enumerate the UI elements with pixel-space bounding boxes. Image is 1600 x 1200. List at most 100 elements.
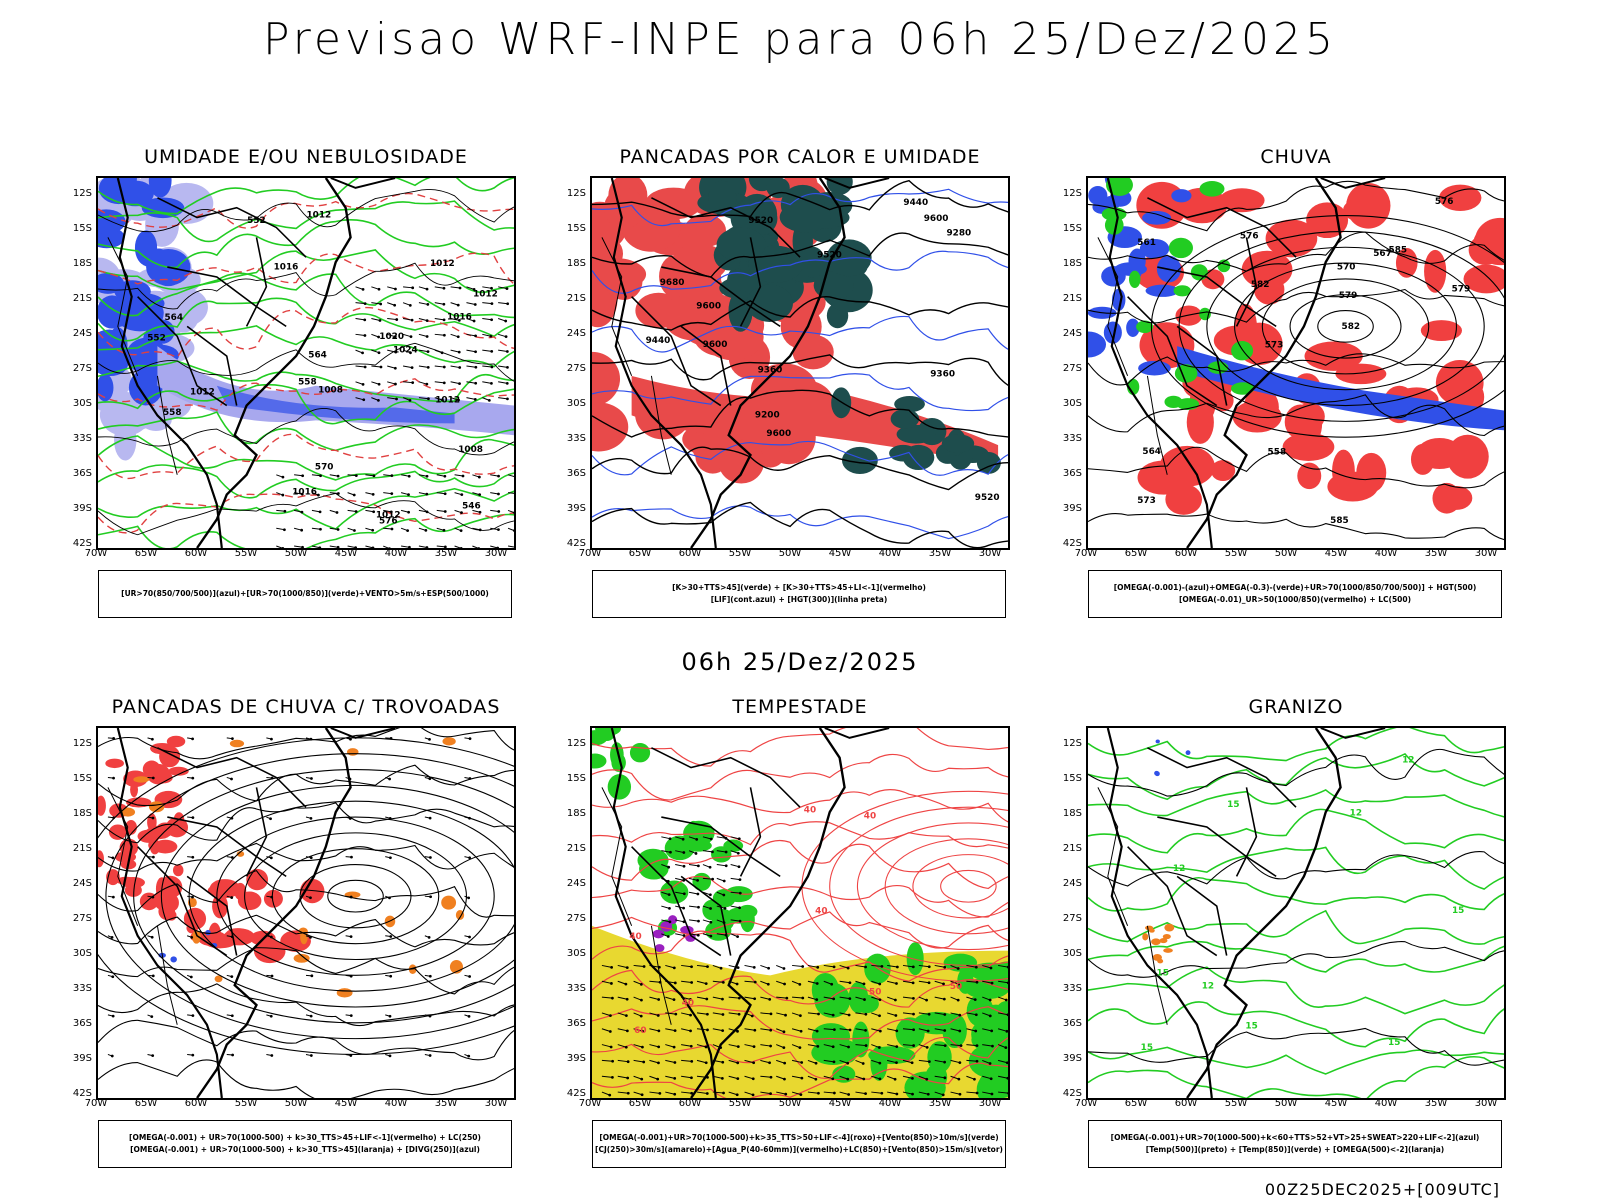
temp500-black <box>1088 748 1504 1066</box>
humidity-band-core <box>216 385 455 424</box>
latitude-tick: 39S <box>72 503 92 514</box>
latitude-tick: 36S <box>1062 1018 1082 1029</box>
contour-label: 9600 <box>703 340 728 350</box>
forecast-map: 40 40 50 60 40 40 50 40 <box>590 726 1010 1100</box>
longitude-tick: 30W <box>1474 548 1498 559</box>
thickness-contours <box>98 192 514 534</box>
forecast-map: 1008 1012 1012 1016 1016 1012 1012 1012 1008 1016… <box>96 176 516 550</box>
contour-label: 582 <box>1342 322 1361 332</box>
state-borders <box>631 747 801 957</box>
longitude-tick: 35W <box>434 548 458 559</box>
panel-legend: [OMEGA(-0.001)-(azul)+OMEGA(-0.3)-(verde… <box>1088 570 1502 618</box>
latitude-tick: 18S <box>1062 258 1082 269</box>
contour-label: 1012 <box>190 388 215 398</box>
panel-title: GRANIZO <box>1248 696 1344 718</box>
legend-line: [OMEGA(-0.001)+UR>70(1000-500)+k>35_TTS>… <box>599 1133 999 1142</box>
longitude-tick: 45W <box>828 1098 852 1109</box>
coastline-west <box>1106 728 1213 1098</box>
latitude-tick: 33S <box>1062 983 1082 994</box>
wind-vectors <box>355 286 510 402</box>
longitude-tick: 35W <box>928 548 952 559</box>
contour-label: 1012 <box>473 289 498 299</box>
latitude-tick: 15S <box>566 773 586 784</box>
streamline-arrows <box>107 737 472 1058</box>
latitude-tick: 18S <box>72 808 92 819</box>
country-borders <box>601 787 672 1025</box>
coastline-east <box>196 728 352 1098</box>
panel-legend: [OMEGA(-0.001)+UR>70(1000-500)+k<60+TTS>… <box>1088 1120 1502 1168</box>
latitude-tick: 27S <box>1062 363 1082 374</box>
legend-line: [K>30+TTS>45](verde) + [K>30+TTS>45+LI<-… <box>672 583 926 592</box>
longitude-tick: 65W <box>628 548 652 559</box>
latitude-tick: 39S <box>72 1053 92 1064</box>
longitude-tick: 40W <box>878 1098 902 1109</box>
coastline-west <box>610 178 717 548</box>
latitude-tick: 27S <box>566 363 586 374</box>
rain-green <box>1101 178 1255 410</box>
panel-legend: [K>30+TTS>45](verde) + [K>30+TTS>45+LI<-… <box>592 570 1006 618</box>
contour-label: 1012 <box>306 211 331 221</box>
latitude-tick: 42S <box>72 538 92 549</box>
low-level-humidity-contours <box>98 178 514 548</box>
coastline-north <box>1320 178 1386 189</box>
contour-label: 9440 <box>903 198 928 208</box>
contour-label: 546 <box>462 501 481 511</box>
longitude-tick: 30W <box>484 548 508 559</box>
latitude-tick: 39S <box>1062 503 1082 514</box>
contour-labels: 9600 9600 9600 9680 9600 9520 9520 9440 9440 9360… <box>646 198 1000 503</box>
longitude-tick: 45W <box>1324 548 1348 559</box>
contour-label: 40 <box>815 907 827 917</box>
contour-label: 564 <box>1142 447 1161 457</box>
coastline-east <box>690 728 846 1098</box>
contour-label: 561 <box>1137 238 1156 248</box>
longitude-tick: 40W <box>1374 548 1398 559</box>
longitude-tick: 70W <box>578 548 602 559</box>
panel-legend: [OMEGA(-0.001) + UR>70(1000-500) + k>30_… <box>98 1120 512 1168</box>
latitude-tick: 24S <box>566 328 586 339</box>
panel-title: CHUVA <box>1260 146 1332 168</box>
wind850-vectors-north <box>661 836 742 939</box>
rain-band-blue <box>1177 346 1504 431</box>
longitude-tick: 65W <box>134 548 158 559</box>
longitude-tick: 50W <box>778 548 802 559</box>
panel-title: UMIDADE E/OU NEBULOSIDADE <box>144 146 468 168</box>
latitude-tick: 15S <box>72 773 92 784</box>
contour-label: 558 <box>298 378 317 388</box>
contour-label: 579 <box>1452 284 1471 294</box>
latitude-tick: 27S <box>566 913 586 924</box>
contour-label: 40 <box>804 805 816 815</box>
contour-label: 15 <box>1227 800 1239 810</box>
contour-label: 576 <box>1435 197 1454 207</box>
contour-label: 15 <box>1452 906 1464 916</box>
contour-label: 582 <box>1251 280 1270 290</box>
coastline-east <box>690 178 846 548</box>
latitude-tick: 12S <box>72 738 92 749</box>
contour-label: 9520 <box>975 493 1000 503</box>
contour-label: 9280 <box>946 228 971 238</box>
contour-label: 1016 <box>447 313 472 323</box>
longitude-tick: 70W <box>1074 548 1098 559</box>
longitude-tick: 70W <box>1074 1098 1098 1109</box>
latitude-tick: 12S <box>1062 738 1082 749</box>
longitude-tick: 50W <box>1274 548 1298 559</box>
longitude-tick: 45W <box>334 1098 358 1109</box>
latitude-tick: 33S <box>566 433 586 444</box>
longitude-tick: 50W <box>284 1098 308 1109</box>
latitude-tick: 27S <box>1062 913 1082 924</box>
contour-label: 552 <box>147 334 166 344</box>
longitude-tick: 45W <box>828 548 852 559</box>
coastline-west <box>116 728 223 1098</box>
contour-label: 1008 <box>458 445 483 455</box>
coastline-north <box>330 728 396 739</box>
contour-label: 1012 <box>430 259 455 269</box>
longitude-tick: 50W <box>1274 1098 1298 1109</box>
hgt500-rings <box>1150 215 1504 438</box>
country-borders <box>1097 237 1168 475</box>
coastline-west <box>610 728 717 1098</box>
contour-label: 40 <box>864 812 876 822</box>
longitude-tick: 50W <box>778 1098 802 1109</box>
contour-label: 573 <box>1137 496 1156 506</box>
contour-label: 15 <box>1141 1043 1153 1053</box>
longitude-tick: 35W <box>1424 548 1448 559</box>
longitude-tick: 55W <box>234 1098 258 1109</box>
